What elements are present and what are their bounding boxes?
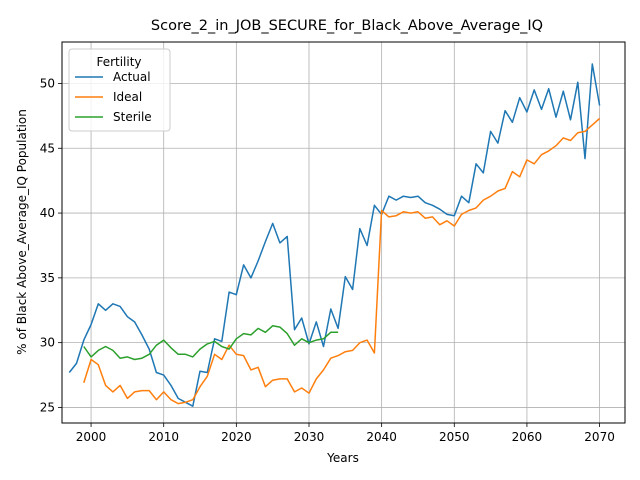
plot-frame bbox=[61, 41, 626, 424]
x-tick-label: 2020 bbox=[221, 430, 252, 444]
legend-items: Actual Ideal Sterile bbox=[75, 70, 152, 124]
legend-box bbox=[68, 48, 171, 132]
y-tick-label: 35 bbox=[40, 271, 55, 285]
x-tick-label: 2040 bbox=[366, 430, 397, 444]
x-tick-label: 2060 bbox=[512, 430, 543, 444]
series-line-actual bbox=[68, 63, 601, 407]
legend: Fertility Actual Ideal Sterile bbox=[68, 48, 171, 132]
x-tick-label: 2050 bbox=[439, 430, 470, 444]
y-tick-label: 25 bbox=[40, 400, 55, 414]
y-tick-label: 45 bbox=[40, 141, 55, 155]
x-tick-label: 2030 bbox=[294, 430, 325, 444]
y-axis-ticks: 25 30 35 40 45 50 bbox=[40, 76, 62, 414]
legend-label-ideal: Ideal bbox=[113, 90, 142, 104]
y-tick-label: 30 bbox=[40, 336, 55, 350]
legend-title: Fertility bbox=[96, 55, 141, 69]
y-tick-label: 50 bbox=[40, 76, 55, 90]
x-axis-label: Years bbox=[326, 451, 359, 465]
x-tick-label: 2070 bbox=[584, 430, 615, 444]
x-tick-label: 2010 bbox=[148, 430, 179, 444]
series-line-sterile bbox=[83, 325, 339, 361]
legend-label-sterile: Sterile bbox=[113, 110, 152, 124]
y-tick-label: 40 bbox=[40, 206, 55, 220]
series-line-ideal bbox=[83, 117, 601, 405]
grid-lines bbox=[62, 42, 625, 423]
series-lines bbox=[68, 63, 601, 407]
legend-label-actual: Actual bbox=[113, 70, 151, 84]
x-axis-ticks: 2000 2010 2020 2030 2040 2050 2060 2070 bbox=[76, 423, 615, 444]
y-axis-label: % of Black Above_Average_IQ Population bbox=[15, 109, 29, 355]
chart-title: Score_2_in_JOB_SECURE_for_Black_Above_Av… bbox=[151, 18, 543, 34]
x-tick-label: 2000 bbox=[76, 430, 107, 444]
